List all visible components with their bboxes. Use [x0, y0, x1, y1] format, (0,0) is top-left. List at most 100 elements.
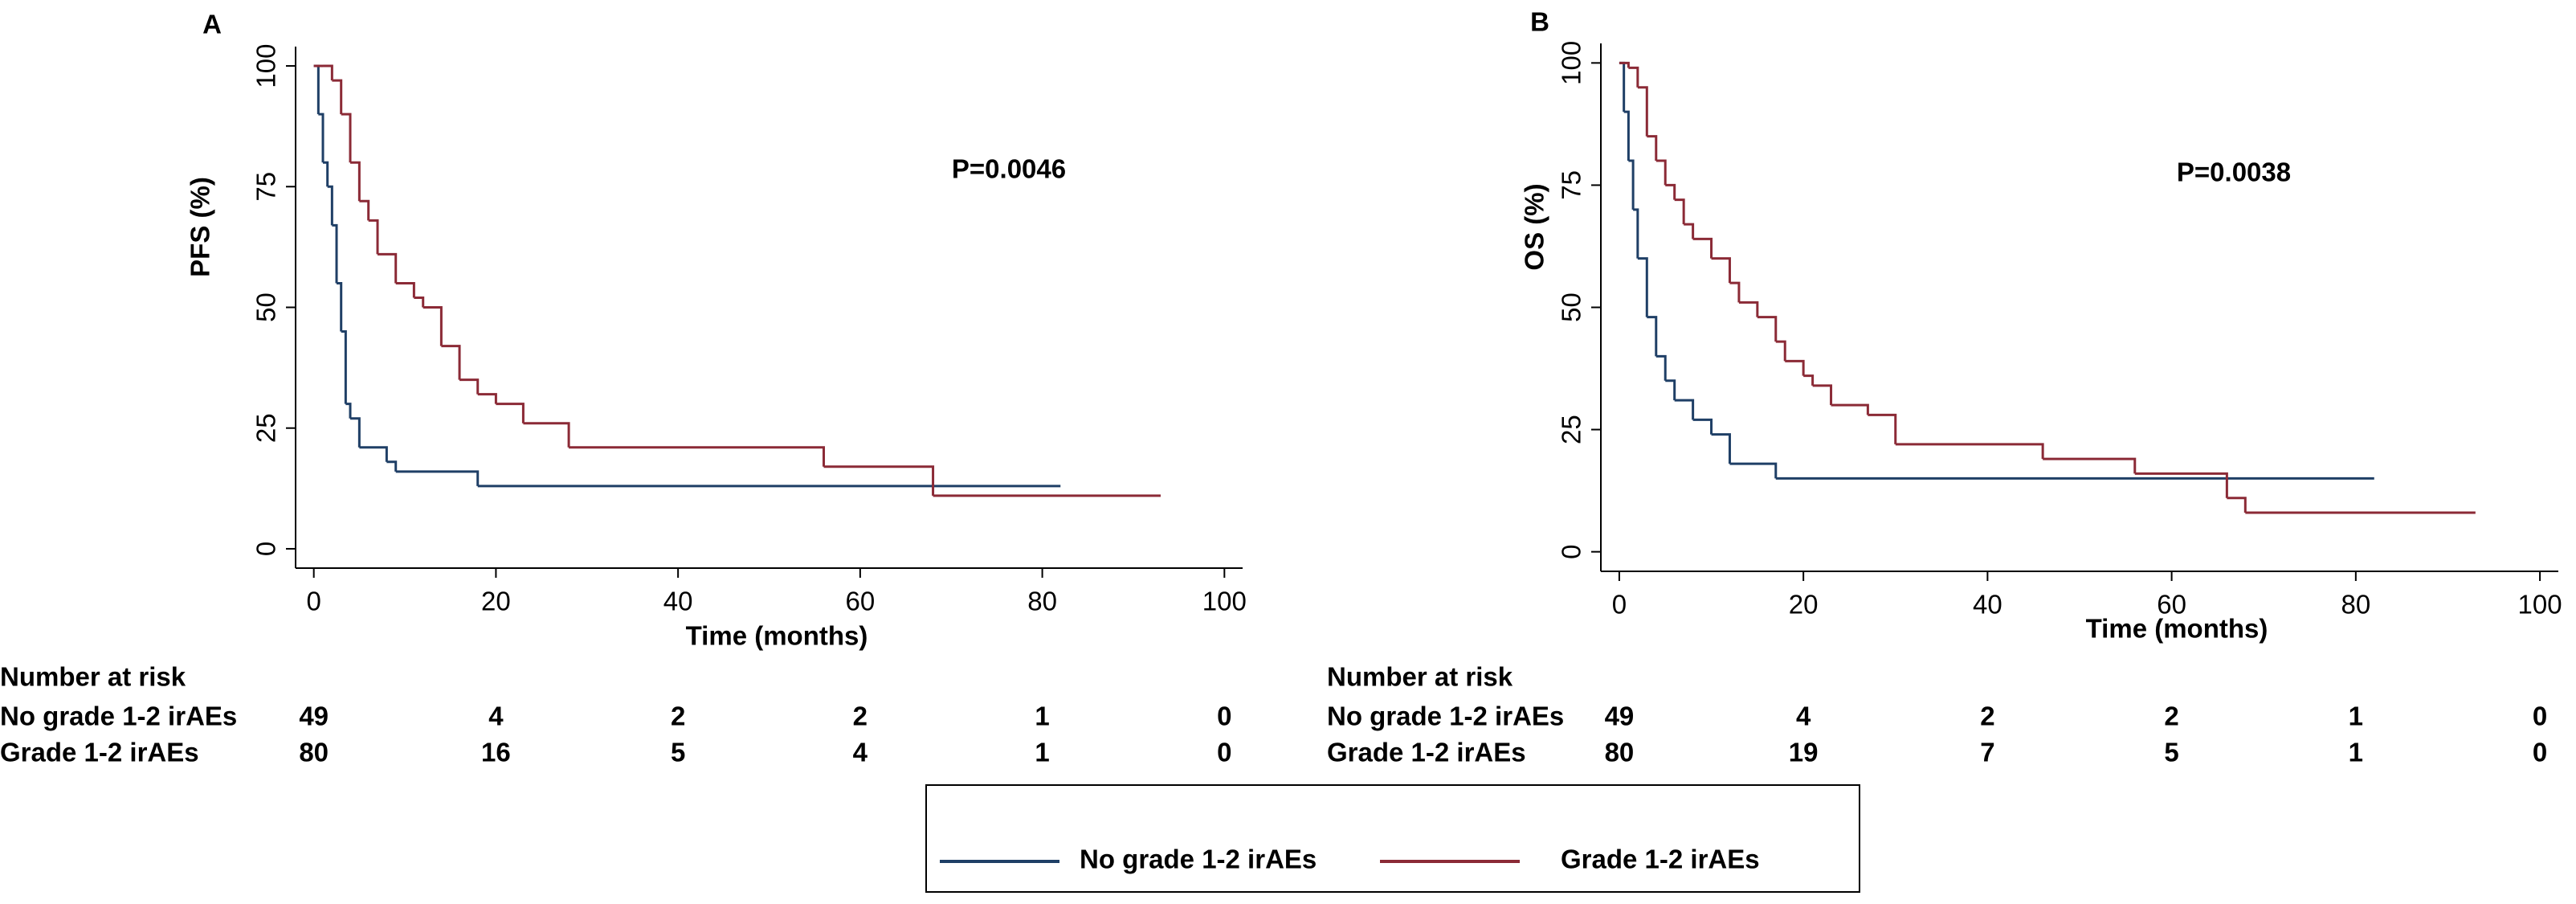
km-step	[368, 219, 379, 255]
legend-label: No grade 1-2 irAEs	[1080, 845, 1317, 874]
km-step	[1692, 418, 1713, 435]
risk-count: 16	[481, 738, 511, 767]
km-step	[341, 330, 347, 404]
risk-count: 5	[2164, 738, 2178, 767]
km-step	[395, 470, 480, 486]
x-tick-label: 100	[1202, 587, 1247, 616]
annotation: P=0.0038	[2177, 157, 2291, 187]
km-step	[1633, 208, 1639, 259]
km-step	[323, 64, 333, 81]
km-step	[1619, 61, 1626, 112]
km-step	[345, 403, 352, 419]
x-tick-label: 20	[481, 587, 511, 616]
x-tick-label: 40	[1973, 590, 2002, 620]
km-step	[359, 446, 388, 462]
km-step	[1619, 61, 1630, 68]
y-axis-label: PFS (%)	[186, 177, 215, 277]
panel-label: A	[202, 10, 222, 39]
km-step	[1895, 443, 2044, 460]
y-tick-label: 50	[251, 292, 281, 322]
km-step	[1628, 159, 1635, 210]
km-step	[378, 252, 398, 284]
km-step	[1729, 462, 1778, 479]
km-step	[441, 345, 461, 380]
km-step	[1665, 183, 1676, 200]
y-tick-label: 25	[1557, 415, 1586, 444]
km-step	[350, 417, 361, 448]
y-axis-label: OS (%)	[1520, 183, 1549, 270]
risk-count: 80	[1605, 738, 1635, 767]
risk-count: 1	[1035, 702, 1049, 731]
km-step	[1738, 301, 1759, 317]
km-step	[1623, 110, 1630, 161]
km-step	[1655, 159, 1667, 186]
km-step	[1785, 359, 1805, 376]
y-tick-label: 25	[251, 413, 281, 443]
km-step	[823, 465, 935, 496]
km-step	[1665, 379, 1676, 401]
km-step	[523, 422, 570, 448]
x-tick-label: 80	[2341, 590, 2370, 620]
km-step	[313, 64, 320, 115]
km-step	[496, 403, 525, 423]
km-step	[337, 281, 343, 332]
risk-count: 7	[1980, 738, 1994, 767]
risk-row-label: Grade 1-2 irAEs	[0, 738, 199, 767]
risk-count: 0	[2533, 738, 2547, 767]
legend-label: Grade 1-2 irAEs	[1561, 845, 1760, 874]
km-step	[1628, 66, 1639, 88]
km-step	[1812, 384, 1833, 406]
km-step	[1711, 433, 1731, 464]
km-step	[1757, 316, 1778, 342]
risk-count: 4	[853, 738, 868, 767]
risk-count: 2	[2164, 702, 2178, 731]
risk-count: 1	[2349, 702, 2363, 731]
x-tick-label: 0	[306, 587, 320, 616]
y-tick-label: 50	[1557, 292, 1586, 322]
km-step	[2134, 472, 2228, 498]
x-tick-label: 40	[663, 587, 693, 616]
km-step	[2227, 497, 2247, 513]
km-step	[1803, 374, 1815, 386]
x-tick-label: 20	[1789, 590, 1819, 620]
y-tick-label: 100	[1557, 41, 1586, 85]
km-step	[1729, 281, 1741, 303]
km-step	[1647, 135, 1658, 161]
km-step	[569, 446, 826, 467]
risk-row-label: No grade 1-2 irAEs	[0, 702, 237, 731]
risk-count: 2	[1980, 702, 1994, 731]
km-step	[1692, 237, 1713, 259]
km-step	[2043, 457, 2137, 474]
risk-count: 4	[1796, 702, 1811, 731]
km-step	[395, 281, 415, 298]
km-step	[359, 199, 370, 221]
y-tick-label: 75	[1557, 170, 1586, 200]
risk-count: 49	[299, 702, 329, 731]
y-tick-label: 75	[251, 172, 281, 202]
km-step	[459, 378, 480, 395]
km-step	[1775, 340, 1786, 362]
km-step	[1637, 257, 1648, 317]
km-step	[323, 161, 329, 187]
annotation: P=0.0046	[952, 154, 1066, 184]
km-step	[350, 161, 361, 202]
km-step	[1674, 198, 1685, 225]
km-step	[341, 112, 352, 163]
risk-count: 0	[1217, 738, 1231, 767]
risk-count: 4	[488, 702, 504, 731]
km-step	[1684, 223, 1695, 239]
legend-box	[925, 784, 1860, 893]
y-tick-label: 100	[251, 44, 281, 88]
risk-count: 19	[1789, 738, 1819, 767]
x-tick-label: 80	[1027, 587, 1057, 616]
risk-count: 1	[2349, 738, 2363, 767]
km-step	[327, 185, 333, 226]
risk-row-label: Grade 1-2 irAEs	[1327, 738, 1526, 767]
risk-table-title: Number at risk	[1327, 662, 1513, 692]
km-step	[332, 223, 338, 284]
km-step	[477, 393, 497, 404]
risk-table-title: Number at risk	[0, 662, 186, 692]
km-step	[1647, 316, 1658, 357]
km-step	[332, 79, 343, 115]
